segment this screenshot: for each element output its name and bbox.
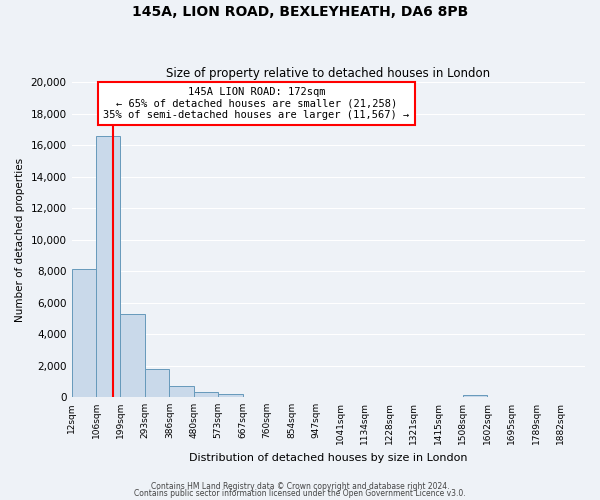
Bar <box>194 392 218 397</box>
Text: Contains public sector information licensed under the Open Government Licence v3: Contains public sector information licen… <box>134 490 466 498</box>
Text: 145A, LION ROAD, BEXLEYHEATH, DA6 8PB: 145A, LION ROAD, BEXLEYHEATH, DA6 8PB <box>132 5 468 19</box>
X-axis label: Distribution of detached houses by size in London: Distribution of detached houses by size … <box>189 452 467 462</box>
Bar <box>169 386 194 397</box>
Bar <box>145 368 169 397</box>
Bar <box>121 314 145 397</box>
Bar <box>218 394 242 397</box>
Title: Size of property relative to detached houses in London: Size of property relative to detached ho… <box>166 66 490 80</box>
Bar <box>96 136 121 397</box>
Text: Contains HM Land Registry data © Crown copyright and database right 2024.: Contains HM Land Registry data © Crown c… <box>151 482 449 491</box>
Y-axis label: Number of detached properties: Number of detached properties <box>15 158 25 322</box>
Bar <box>71 269 96 397</box>
Text: 145A LION ROAD: 172sqm
← 65% of detached houses are smaller (21,258)
35% of semi: 145A LION ROAD: 172sqm ← 65% of detached… <box>103 87 410 120</box>
Bar <box>463 395 487 397</box>
